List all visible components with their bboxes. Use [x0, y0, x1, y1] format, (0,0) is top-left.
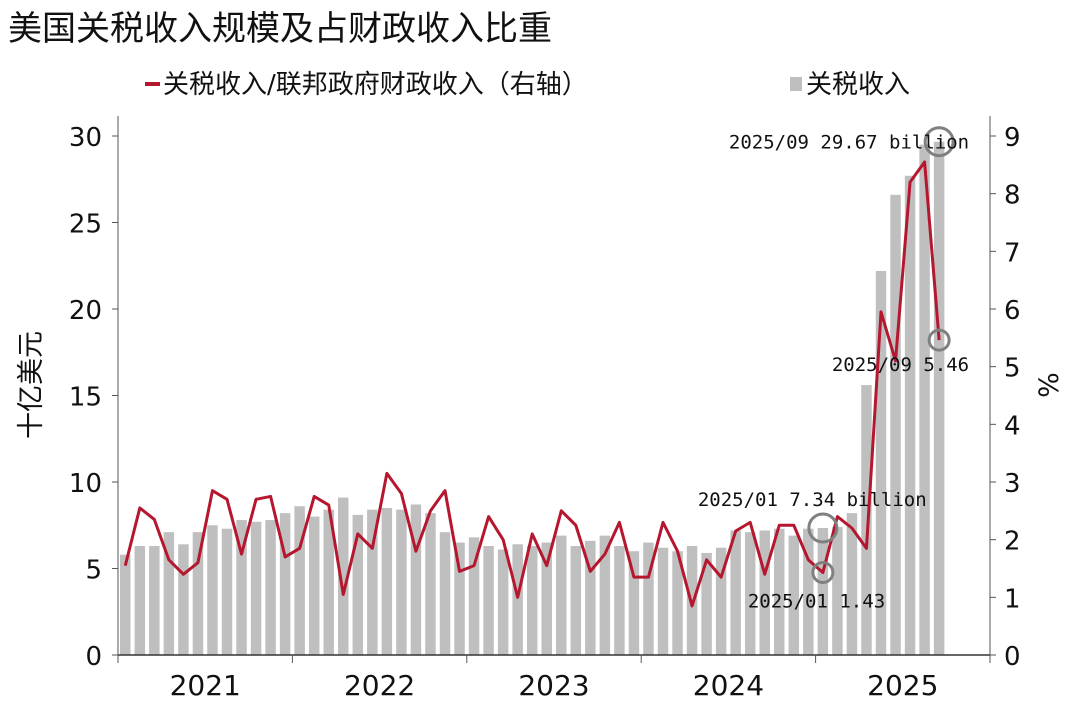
bar	[643, 542, 654, 655]
y-right-tick-label: 8	[1004, 181, 1021, 211]
annotation-label: 2025/09 5.46	[832, 354, 969, 376]
y-axis-left-title: 十亿美元	[16, 331, 47, 439]
bar	[250, 521, 262, 655]
y-right-tick-label: 4	[1004, 411, 1021, 441]
bar	[192, 532, 204, 655]
bar	[149, 546, 160, 655]
annotations: 2025/09 29.67 billion 2025/09 5.46 2025/01…	[698, 126, 969, 613]
x-year-label: 2021	[170, 669, 241, 702]
bar	[875, 270, 887, 655]
bar	[381, 507, 393, 655]
bar	[483, 546, 494, 655]
y-right-tick-label: 9	[1004, 123, 1021, 153]
bar	[178, 544, 189, 655]
bar	[933, 141, 945, 655]
annotation-marker	[811, 561, 835, 585]
y-left-tick-label: 0	[85, 642, 102, 672]
bar	[221, 528, 233, 655]
bar	[526, 546, 538, 655]
y-right-tick-label: 2	[1004, 527, 1021, 557]
bar	[396, 509, 407, 655]
y-right-tick-label: 1	[1004, 584, 1021, 614]
bar	[657, 547, 669, 655]
bar	[338, 497, 349, 655]
bar	[308, 516, 320, 655]
bar	[323, 509, 334, 655]
bar	[454, 542, 465, 655]
bar	[861, 385, 872, 655]
annotation-label: 2025/01 7.34 billion	[698, 489, 927, 511]
annotation-marker	[923, 126, 955, 158]
bar	[163, 532, 175, 655]
bar	[730, 530, 741, 655]
y-left-tick-label: 5	[85, 556, 102, 586]
bar	[120, 554, 131, 655]
y-right-tick-label: 5	[1004, 354, 1021, 384]
bar	[919, 144, 930, 655]
legend-line-label: 关税收入/联邦政府财政收入（右轴）	[163, 70, 588, 100]
y-left-tick-label: 10	[69, 469, 102, 499]
chart-title: 美国关税收入规模及占财政收入比重	[8, 9, 552, 49]
x-year-label: 2024	[693, 669, 764, 702]
bar	[817, 528, 829, 655]
bar	[236, 520, 247, 655]
bar	[744, 532, 756, 655]
x-year-label: 2023	[518, 669, 589, 702]
line-path	[123, 160, 941, 608]
bar	[294, 506, 305, 655]
bar	[279, 513, 291, 655]
legend: 关税收入/联邦政府财政收入（右轴） 关税收入	[145, 70, 910, 100]
bar	[832, 526, 843, 655]
annotation-marker	[927, 328, 951, 352]
bar	[439, 532, 451, 655]
line-series	[123, 160, 941, 608]
legend-bar-swatch	[790, 77, 802, 91]
bar	[788, 535, 800, 655]
bar	[207, 525, 218, 655]
bar	[512, 544, 523, 655]
bar	[468, 537, 480, 655]
y-left-tick-label: 15	[69, 383, 102, 413]
bar	[904, 175, 916, 656]
bar	[352, 514, 364, 655]
bar	[614, 546, 625, 655]
bar	[497, 549, 509, 655]
bar	[541, 542, 552, 655]
legend-bar-label: 关税收入	[806, 70, 910, 100]
y-right-tick-label: 3	[1004, 469, 1021, 499]
bar	[715, 547, 727, 655]
bar	[585, 540, 596, 655]
bar	[556, 535, 567, 655]
y-right-tick-label: 6	[1004, 296, 1021, 326]
bar	[599, 535, 611, 655]
annotation-marker	[807, 512, 839, 544]
bar	[759, 530, 770, 655]
annotation-label: 2025/01 1.43	[748, 591, 885, 613]
y-right-tick-label: 0	[1004, 642, 1021, 672]
y-left-tick-label: 20	[69, 296, 102, 326]
x-year-label: 2022	[344, 669, 415, 702]
bar	[265, 520, 276, 655]
bar	[846, 513, 858, 655]
y-left-tick-label: 25	[69, 210, 102, 240]
y-right-tick-label: 7	[1004, 238, 1021, 268]
x-year-label: 2025	[867, 669, 938, 702]
bar	[890, 194, 901, 655]
bar	[570, 546, 582, 655]
bar-series	[120, 141, 945, 656]
bar	[628, 551, 640, 655]
bar	[803, 528, 814, 655]
y-axis-right-title: %	[1034, 372, 1065, 398]
annotation-label: 2025/09 29.67 billion	[729, 132, 969, 154]
bar	[701, 552, 712, 655]
bar	[774, 528, 785, 655]
bar	[410, 504, 422, 655]
bar	[134, 546, 146, 655]
bar	[425, 513, 436, 655]
y-left-tick-label: 30	[69, 123, 102, 153]
bar	[367, 509, 378, 655]
bar	[672, 551, 683, 655]
